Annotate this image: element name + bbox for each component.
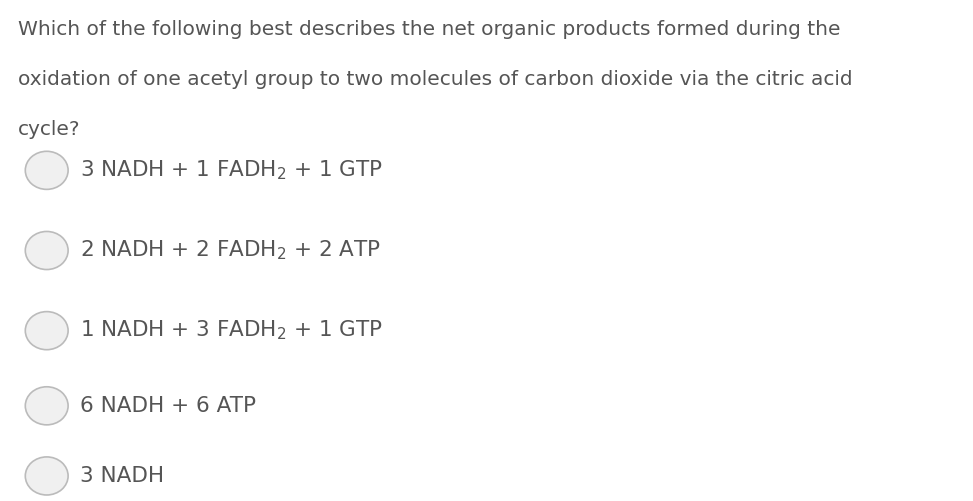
Ellipse shape (25, 151, 68, 189)
Text: 3 NADH + 1 FADH$_2$ + 1 GTP: 3 NADH + 1 FADH$_2$ + 1 GTP (80, 158, 382, 182)
Text: 6 NADH + 6 ATP: 6 NADH + 6 ATP (80, 396, 256, 416)
Ellipse shape (25, 387, 68, 425)
Text: 2 NADH + 2 FADH$_2$ + 2 ATP: 2 NADH + 2 FADH$_2$ + 2 ATP (80, 238, 380, 263)
Text: cycle?: cycle? (18, 120, 80, 139)
Ellipse shape (25, 457, 68, 495)
Ellipse shape (25, 231, 68, 270)
Text: oxidation of one acetyl group to two molecules of carbon dioxide via the citric : oxidation of one acetyl group to two mol… (18, 70, 852, 89)
Text: 1 NADH + 3 FADH$_2$ + 1 GTP: 1 NADH + 3 FADH$_2$ + 1 GTP (80, 319, 382, 343)
Ellipse shape (25, 312, 68, 350)
Text: 3 NADH: 3 NADH (80, 466, 163, 486)
Text: Which of the following best describes the net organic products formed during the: Which of the following best describes th… (18, 20, 840, 39)
